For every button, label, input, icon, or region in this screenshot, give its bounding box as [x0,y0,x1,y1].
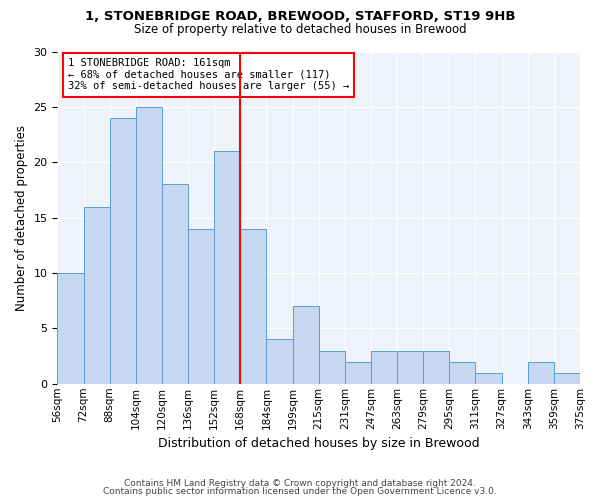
Bar [110,118,136,384]
Bar [241,228,266,384]
Bar [214,151,241,384]
Y-axis label: Number of detached properties: Number of detached properties [15,124,28,310]
Bar [475,372,502,384]
X-axis label: Distribution of detached houses by size in Brewood: Distribution of detached houses by size … [158,437,479,450]
Bar [58,273,83,384]
Bar [528,362,554,384]
Bar [345,362,371,384]
Text: Size of property relative to detached houses in Brewood: Size of property relative to detached ho… [134,22,466,36]
Bar [397,350,423,384]
Text: Contains public sector information licensed under the Open Government Licence v3: Contains public sector information licen… [103,487,497,496]
Bar [188,228,214,384]
Bar [83,206,110,384]
Text: 1, STONEBRIDGE ROAD, BREWOOD, STAFFORD, ST19 9HB: 1, STONEBRIDGE ROAD, BREWOOD, STAFFORD, … [85,10,515,23]
Bar [136,107,162,384]
Bar [319,350,345,384]
Bar [162,184,188,384]
Bar [371,350,397,384]
Text: 1 STONEBRIDGE ROAD: 161sqm
← 68% of detached houses are smaller (117)
32% of sem: 1 STONEBRIDGE ROAD: 161sqm ← 68% of deta… [68,58,349,92]
Bar [423,350,449,384]
Bar [449,362,475,384]
Text: Contains HM Land Registry data © Crown copyright and database right 2024.: Contains HM Land Registry data © Crown c… [124,478,476,488]
Bar [554,372,580,384]
Bar [266,340,293,384]
Bar [293,306,319,384]
